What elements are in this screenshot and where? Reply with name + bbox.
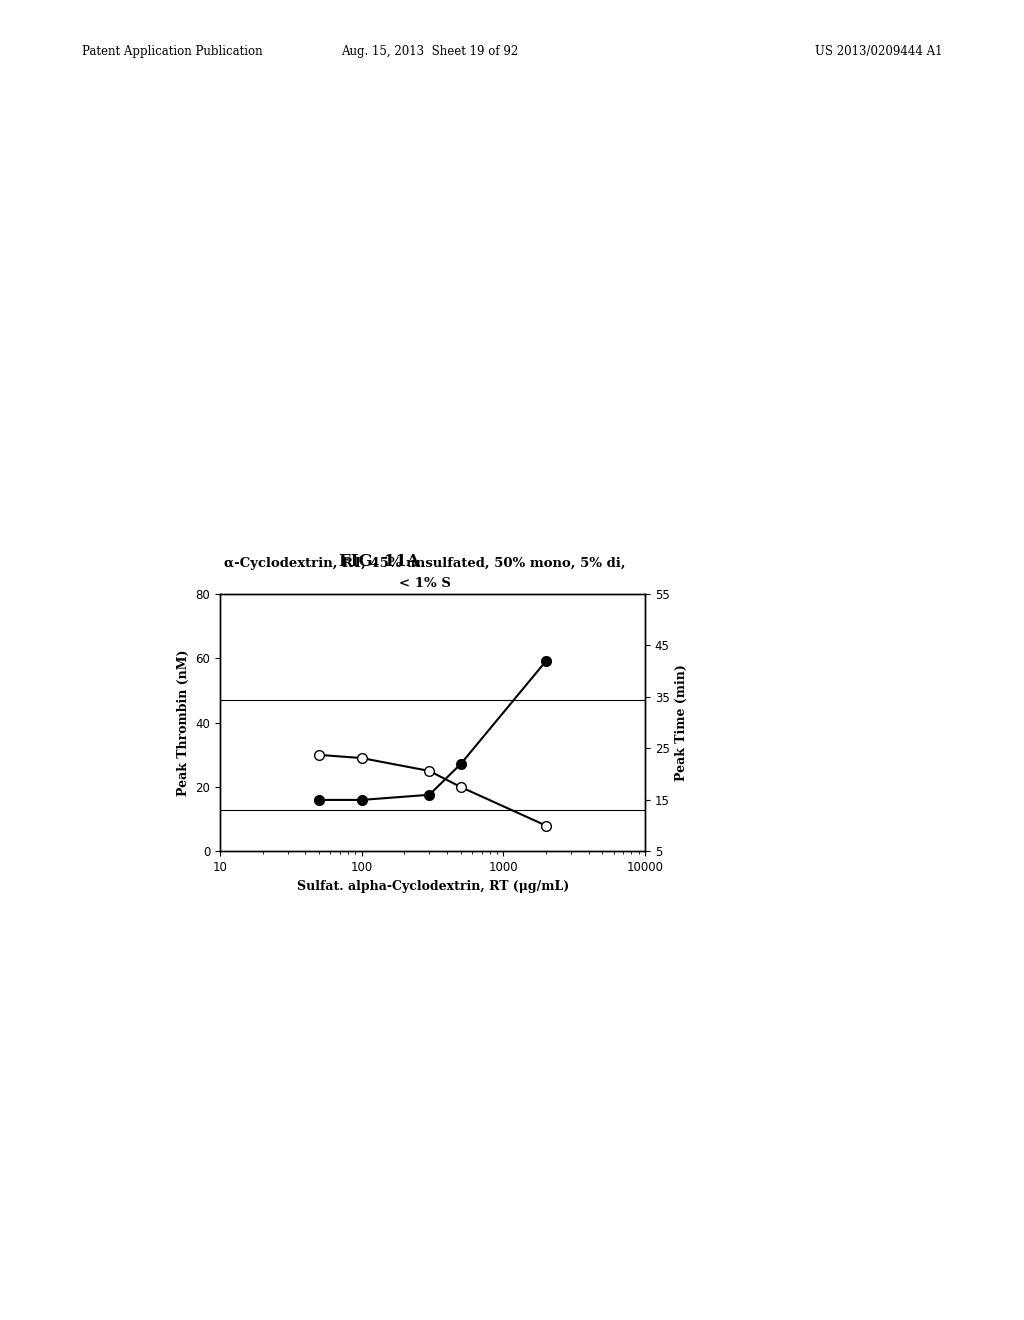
Text: FIG. 11A: FIG. 11A (339, 553, 419, 569)
X-axis label: Sulfat. alpha-Cyclodextrin, RT (μg/mL): Sulfat. alpha-Cyclodextrin, RT (μg/mL) (297, 879, 568, 892)
Text: α-Cyclodextrin, RT, 45% unsulfated, 50% mono, 5% di,: α-Cyclodextrin, RT, 45% unsulfated, 50% … (224, 557, 626, 570)
Text: < 1% S: < 1% S (399, 577, 451, 590)
Text: Aug. 15, 2013  Sheet 19 of 92: Aug. 15, 2013 Sheet 19 of 92 (341, 45, 519, 58)
Text: Patent Application Publication: Patent Application Publication (82, 45, 262, 58)
Y-axis label: Peak Thrombin (nM): Peak Thrombin (nM) (177, 649, 190, 796)
Text: US 2013/0209444 A1: US 2013/0209444 A1 (814, 45, 942, 58)
Y-axis label: Peak Time (min): Peak Time (min) (675, 664, 688, 781)
